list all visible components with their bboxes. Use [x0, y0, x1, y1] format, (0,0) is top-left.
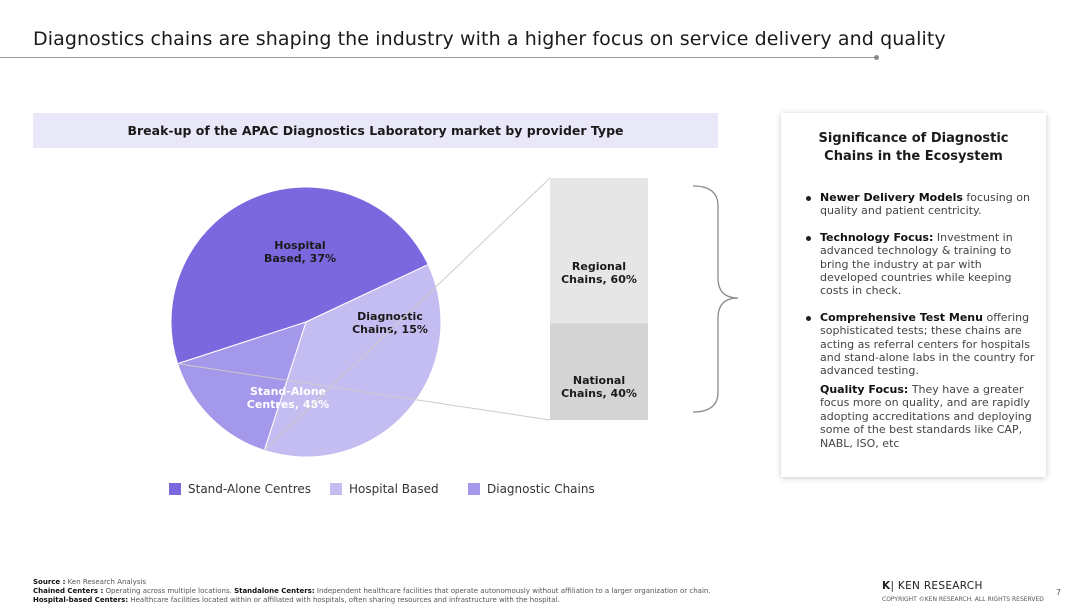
pie-chart: Stand-Alone Centres, 48% Hospital Based, 37…	[170, 186, 442, 458]
legend-item-diagnostic-chains: Diagnostic Chains	[468, 482, 595, 496]
legend-item-hospital-based: Hospital Based	[330, 482, 439, 496]
pie-data-label: Hospital Based, 37%	[264, 239, 336, 265]
footer-standalone-label: Standalone Centers:	[234, 587, 315, 595]
significance-item: Technology Focus: Investment in advanced…	[805, 231, 1035, 298]
footer-definitions: Chained Centers : Operating across multi…	[33, 587, 711, 596]
significance-item: Comprehensive Test Menu offering sophist…	[805, 311, 1035, 378]
footer-source-text: Ken Research Analysis	[65, 578, 147, 586]
significance-item-text: Investment in advanced technology & trai…	[820, 230, 1013, 298]
footer-notes: Source : Ken Research Analysis Chained C…	[33, 578, 711, 605]
legend-swatch	[169, 483, 181, 495]
footer-hospital-text: Healthcare facilities located within or …	[128, 596, 560, 604]
significance-item-heading: Quality Focus:	[820, 382, 909, 396]
connector-lines	[177, 177, 551, 451]
significance-card: Significance of Diagnostic Chains in the…	[781, 113, 1046, 477]
footer-standalone-text: Independent healthcare facilities that o…	[314, 587, 711, 595]
stack-data-label: Regional Chains, 60%	[561, 260, 637, 286]
legend-item-stand-alone: Stand-Alone Centres	[169, 482, 311, 496]
footer-source-label: Source :	[33, 578, 66, 586]
significance-title-line2: Chains in the Ecosystem	[824, 149, 1003, 164]
stack-data-label: National Chains, 40%	[561, 374, 637, 400]
title-divider-dot	[874, 55, 879, 60]
brand-mark: K	[882, 580, 891, 592]
stack-segment-regional-chains	[550, 178, 648, 324]
significance-title: Significance of Diagnostic Chains in the…	[781, 130, 1046, 166]
chart-header: Break-up of the APAC Diagnostics Laborat…	[33, 113, 718, 148]
significance-list: Newer Delivery Models focusing on qualit…	[805, 191, 1035, 463]
significance-item: Newer Delivery Models focusing on qualit…	[805, 191, 1035, 218]
connector-line-bottom	[177, 363, 551, 421]
legend-swatch	[468, 483, 480, 495]
page-title: Diagnostics chains are shaping the indus…	[33, 28, 946, 50]
significance-item-heading: Newer Delivery Models	[820, 191, 963, 204]
stack-segment-national-chains	[550, 323, 648, 420]
title-divider	[0, 57, 876, 58]
legend-label: Diagnostic Chains	[487, 482, 595, 496]
footer-hospital: Hospital-based Centers: Healthcare facil…	[33, 596, 711, 605]
significance-item-heading: Comprehensive Test Menu	[820, 310, 983, 324]
significance-item-continued: Quality Focus: They have a greater focus…	[805, 383, 1035, 450]
pie-data-label: Diagnostic Chains, 15%	[352, 310, 428, 336]
legend-swatch	[330, 483, 342, 495]
pie-data-label: Stand-Alone Centres, 48%	[247, 385, 329, 411]
legend-label: Hospital Based	[349, 482, 439, 496]
footer-hospital-label: Hospital-based Centers:	[33, 596, 129, 604]
footer-source: Source : Ken Research Analysis	[33, 578, 711, 587]
pie-slice-diagnostic-chains	[176, 321, 307, 452]
bullet-icon	[806, 235, 811, 241]
significance-item-text: offering sophisticated tests; these chai…	[820, 310, 1035, 378]
significance-item-heading: Technology Focus:	[820, 230, 934, 244]
legend-label: Stand-Alone Centres	[188, 482, 312, 496]
pie-slice-stand-alone-centres	[170, 186, 429, 365]
bullet-icon	[806, 196, 811, 201]
connector-line-top	[263, 177, 551, 451]
significance-item-text: They have a greater focus more on qualit…	[820, 382, 1032, 450]
page-number: 7	[1056, 588, 1062, 597]
bullet-icon	[806, 315, 811, 321]
significance-title-line1: Significance of Diagnostic	[818, 131, 1009, 146]
stacked-bar: Regional Chains, 60% National Chains, 40%	[550, 178, 648, 420]
significance-item-text: focusing on quality and patient centrici…	[820, 191, 1030, 218]
brand-name: | KEN RESEARCH	[890, 580, 983, 592]
brand-logo: K| KEN RESEARCH	[882, 580, 983, 592]
footer-chained-label: Chained Centers :	[33, 587, 104, 595]
curly-brace-icon	[692, 185, 739, 413]
copyright: COPYRIGHT ©KEN RESEARCH. ALL RIGHTS RESE…	[882, 596, 1044, 603]
footer-chained-text: Operating across multiple locations.	[103, 587, 232, 595]
